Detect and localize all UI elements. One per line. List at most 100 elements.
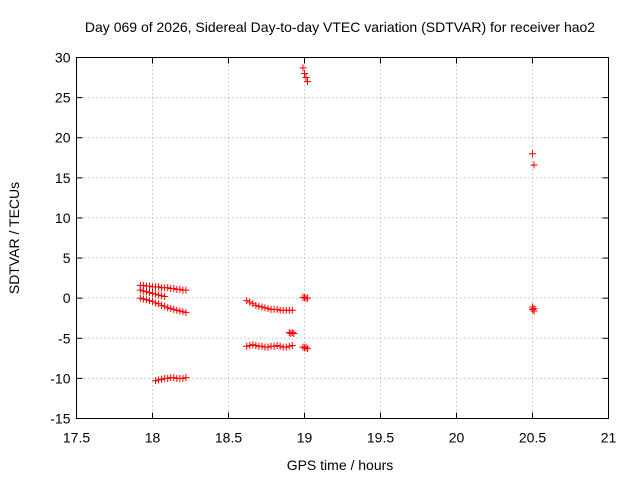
data-point (299, 64, 307, 72)
data-point (243, 297, 251, 305)
data-point (288, 306, 296, 314)
data-point (164, 374, 172, 382)
y-tick-label: 10 (55, 210, 71, 226)
data-point (149, 297, 156, 305)
data-point (158, 292, 166, 300)
data-point (301, 70, 308, 78)
grid-lines (76, 57, 609, 419)
data-point (252, 301, 260, 309)
data-point (176, 285, 184, 293)
data-point (142, 296, 150, 304)
data-point (152, 377, 160, 385)
x-tick-label: 20.5 (519, 430, 546, 446)
data-point (282, 343, 290, 351)
data-point (288, 341, 296, 349)
x-tick-label: 18 (145, 430, 161, 446)
series-arc-4 (152, 374, 190, 385)
x-tick-label: 20 (449, 430, 465, 446)
data-point (246, 341, 254, 349)
x-tick-label: 19.5 (367, 430, 394, 446)
x-axis-label: GPS time / hours (287, 457, 394, 473)
data-point (249, 300, 257, 308)
data-point (182, 286, 190, 294)
data-point (276, 342, 284, 350)
data-point (136, 294, 144, 302)
data-point (139, 287, 147, 295)
data-point (158, 301, 166, 309)
data-point (152, 290, 160, 298)
series-arc-8 (299, 293, 312, 302)
data-point (145, 289, 153, 297)
data-point (530, 307, 538, 315)
data-point (273, 341, 281, 349)
data-point (302, 74, 310, 82)
chart-title: Day 069 of 2026, Sidereal Day-to-day VTE… (85, 19, 595, 35)
data-point (255, 302, 263, 310)
data-point (149, 289, 156, 297)
data-point (270, 342, 278, 350)
data-point (155, 291, 163, 299)
data-point (182, 309, 190, 317)
x-tick-label: 21 (601, 430, 617, 446)
data-point (145, 297, 153, 305)
plot-frame (76, 57, 609, 419)
data-point (152, 299, 160, 307)
data-point (258, 342, 266, 350)
data-point (179, 374, 187, 382)
data-point (170, 305, 178, 313)
data-point (301, 344, 308, 352)
y-tick-label: 0 (63, 290, 71, 306)
data-point (161, 293, 169, 301)
data-point (301, 293, 308, 301)
data-point (164, 304, 172, 312)
data-point (158, 375, 166, 383)
data-point (530, 161, 538, 169)
y-tick-label: 15 (55, 170, 71, 186)
data-point (179, 308, 187, 316)
series-arc-12 (529, 303, 538, 315)
series-arc-11 (529, 150, 538, 169)
x-axis-ticks: 17.5 18 18.5 19 19.5 20 20.5 21 (63, 57, 617, 446)
series-arc-3 (136, 294, 190, 317)
data-point (273, 305, 281, 313)
y-tick-label: 25 (55, 90, 71, 106)
y-tick-label: -5 (58, 330, 71, 346)
data-point (529, 305, 536, 313)
data-point (264, 343, 272, 351)
data-point (142, 288, 150, 296)
data-point (304, 345, 312, 353)
series-arc-2 (136, 286, 169, 301)
series-arc-9 (299, 343, 312, 353)
data-point (155, 283, 163, 291)
y-tick-label: 30 (55, 50, 71, 66)
data-point (170, 374, 178, 382)
data-point (136, 286, 144, 294)
data-point (161, 302, 169, 310)
data-point (145, 282, 153, 290)
data-point (285, 342, 293, 350)
series-arc-10 (299, 64, 312, 86)
data-point (170, 285, 178, 293)
x-tick-label: 19 (297, 430, 313, 446)
data-point (173, 306, 181, 314)
y-tick-label: -15 (50, 411, 70, 427)
data-point (176, 307, 184, 315)
data-point (246, 298, 254, 306)
series-arc-6 (243, 341, 296, 351)
data-point (264, 305, 272, 313)
data-point (155, 300, 163, 308)
data-point (304, 294, 312, 302)
data-point (290, 329, 298, 337)
y-tick-label: -10 (50, 370, 70, 386)
y-axis-label: SDTVAR / TECUs (6, 182, 22, 294)
data-points (136, 64, 538, 385)
series-arc-5 (243, 297, 296, 314)
data-point (155, 376, 163, 384)
data-point (243, 342, 251, 350)
data-point (258, 303, 266, 311)
data-point (529, 150, 536, 158)
y-tick-label: 5 (63, 250, 71, 266)
data-point (249, 341, 257, 349)
data-point (252, 341, 260, 349)
